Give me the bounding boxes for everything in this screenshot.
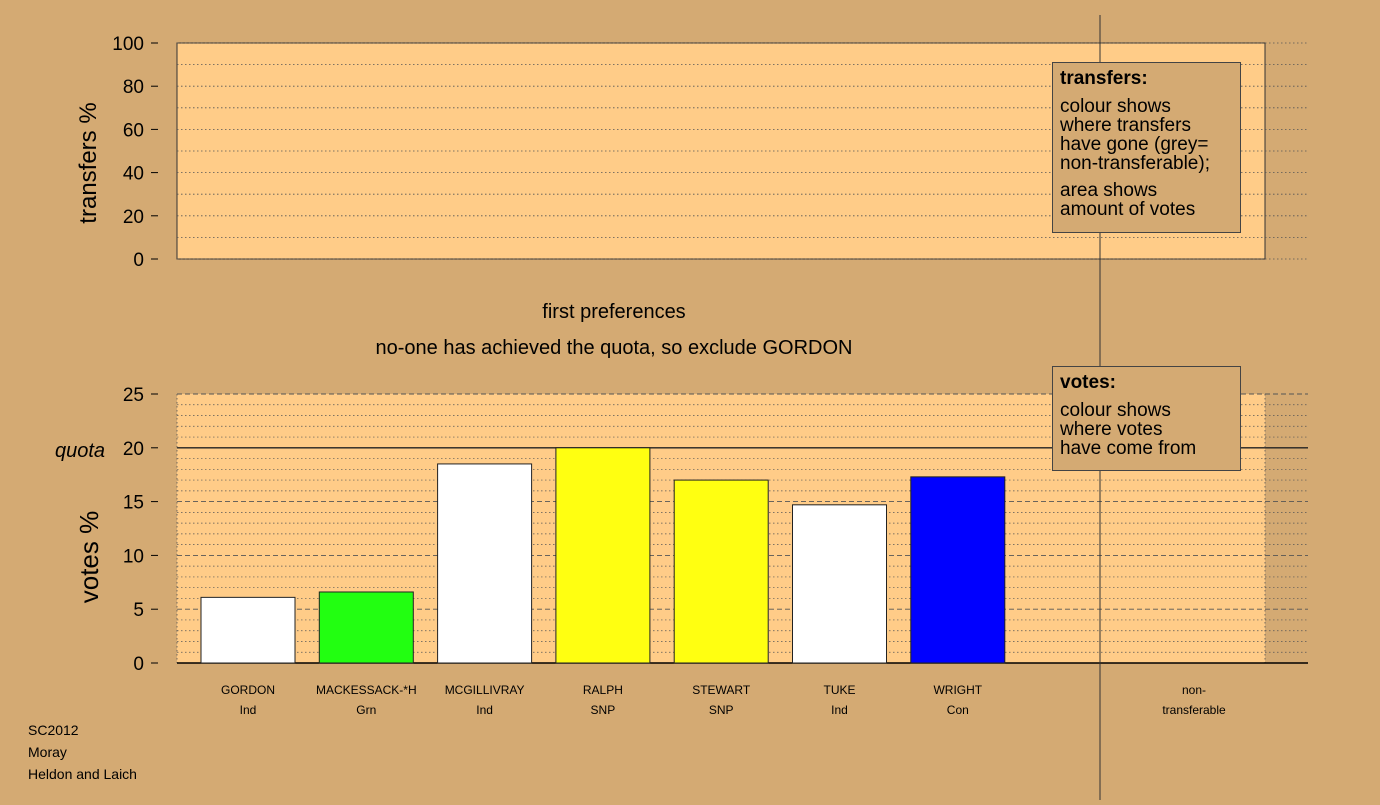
transfers-tick-label: 20	[123, 207, 144, 228]
votes-legend-line: where votes	[1060, 419, 1163, 440]
transfers-legend-line: area shows	[1060, 180, 1158, 201]
votes-y-ticks: 0 5 10 15 20 25	[123, 385, 158, 675]
votes-legend-title: votes:	[1060, 372, 1116, 393]
nontransferable-label-line1: non-	[1182, 683, 1206, 697]
candidate-party-label: SNP	[591, 703, 616, 717]
candidate-name-label: STEWART	[692, 683, 751, 697]
transfers-legend-line: have gone (grey=	[1060, 134, 1209, 155]
candidate-name-label: WRIGHT	[933, 683, 982, 697]
footer-election: SC2012	[28, 722, 79, 738]
chart-subtitle: no-one has achieved the quota, so exclud…	[376, 337, 853, 359]
candidate-name-label: MACKESSACK-*H	[316, 683, 417, 697]
transfers-grid-overlay	[177, 42, 1308, 260]
transfers-tick-label: 0	[133, 250, 144, 271]
candidate-name-label: MCGILLIVRAY	[445, 683, 525, 697]
votes-tick-label: 25	[123, 385, 144, 406]
votes-tick-label: 15	[123, 493, 144, 514]
candidate-party-label: Ind	[476, 703, 493, 717]
votes-tick-label: 10	[123, 546, 144, 567]
candidate-name-label: TUKE	[823, 683, 855, 697]
transfers-y-axis-label: transfers %	[75, 102, 102, 223]
transfers-y-ticks: 0 20 40 60 80 100	[112, 34, 158, 271]
nontransferable-label-line2: transferable	[1162, 703, 1226, 717]
candidate-party-label: Ind	[831, 703, 848, 717]
transfers-tick-label: 60	[123, 120, 144, 141]
candidate-party-label: Ind	[240, 703, 257, 717]
candidate-party-label: SNP	[709, 703, 734, 717]
footer-council: Moray	[28, 744, 67, 760]
quota-label: quota	[55, 440, 105, 462]
transfers-legend-line: colour shows	[1060, 96, 1171, 117]
bar-tuke	[792, 504, 887, 664]
votes-legend: votes: colour shows where votes have com…	[1052, 366, 1241, 471]
footer: SC2012 Moray Heldon and Laich	[28, 719, 137, 785]
transfers-legend: transfers: colour shows where transfers …	[1052, 62, 1241, 233]
transfers-tick-label: 40	[123, 164, 144, 185]
candidate-labels: GORDON Ind MACKESSACK-*H Grn MCGILLIVRAY Ind R…	[221, 683, 983, 717]
bar-wright	[910, 476, 1006, 664]
votes-legend-line: colour shows	[1060, 400, 1171, 421]
bar-mackessack-h	[318, 591, 414, 664]
footer-ward: Heldon and Laich	[28, 766, 137, 782]
candidate-name-label: GORDON	[221, 683, 275, 697]
bar-stewart	[673, 479, 769, 664]
votes-tick-label: 20	[123, 439, 144, 460]
bar-gordon	[200, 596, 296, 664]
transfers-legend-line: where transfers	[1060, 115, 1191, 136]
transfers-legend-line: non-transferable);	[1060, 153, 1210, 174]
votes-tick-label: 5	[133, 600, 144, 621]
candidate-name-label: RALPH	[583, 683, 623, 697]
transfers-tick-label: 80	[123, 77, 144, 98]
transfers-legend-title: transfers:	[1060, 68, 1148, 89]
votes-legend-line: have come from	[1060, 438, 1197, 459]
votes-tick-label: 0	[133, 654, 144, 675]
bar-ralph	[555, 447, 651, 664]
transfers-tick-label: 100	[112, 34, 144, 55]
candidate-party-label: Grn	[356, 703, 376, 717]
candidate-party-label: Con	[947, 703, 969, 717]
chart-title: first preferences	[542, 301, 685, 323]
bar-mcgillivray	[437, 463, 533, 664]
votes-bars	[200, 447, 1006, 664]
votes-y-axis-label: votes %	[74, 511, 104, 604]
transfers-legend-line: amount of votes	[1060, 199, 1196, 220]
